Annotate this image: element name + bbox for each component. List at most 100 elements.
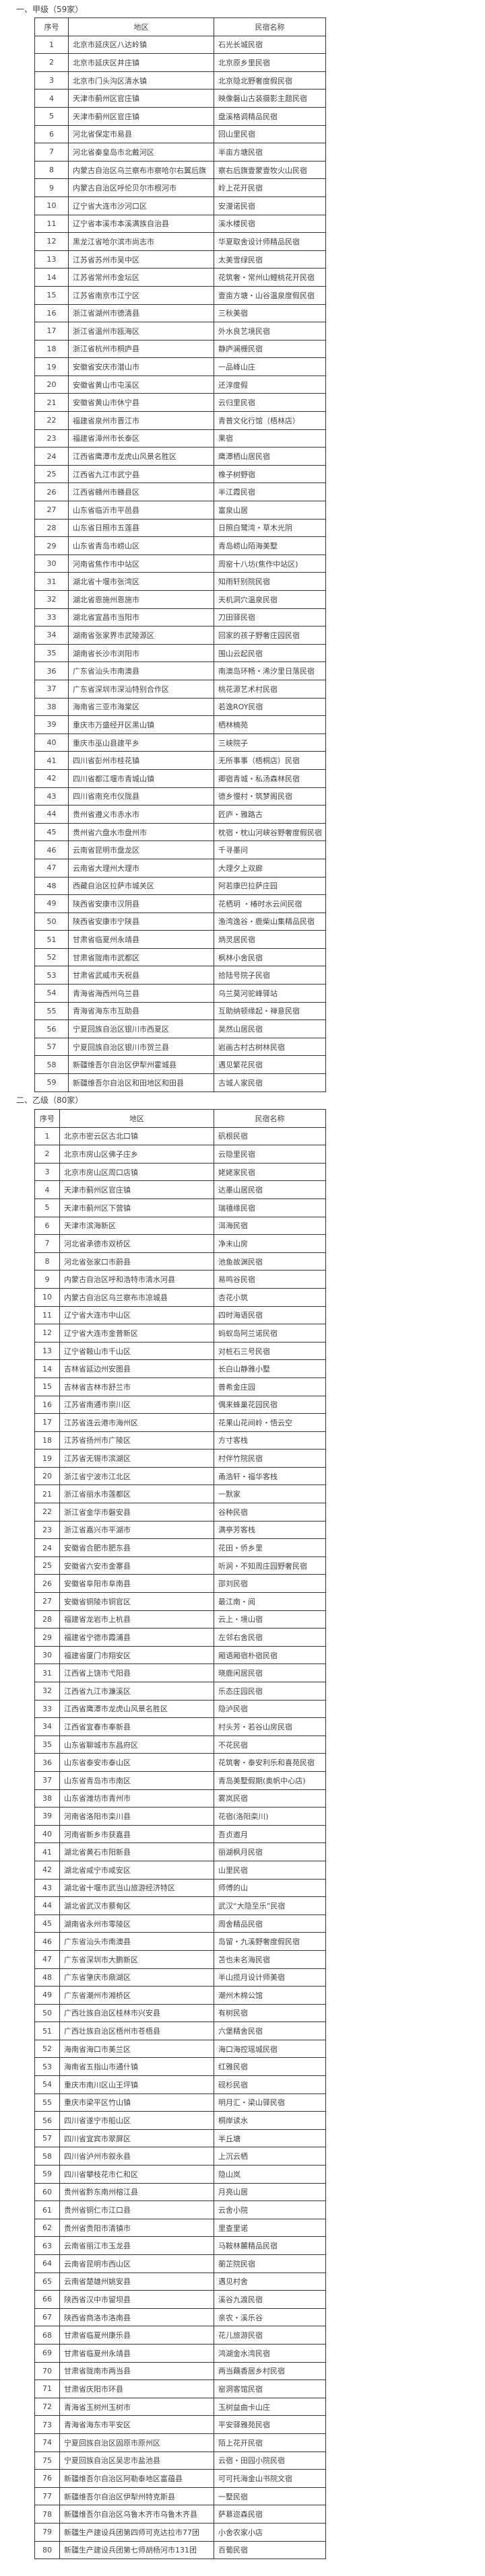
- region-cell: 湖北省十堰市张湾区: [68, 572, 214, 591]
- region-cell: 山东省青岛市崂山区: [68, 536, 214, 555]
- table-row: 60 贵州省黔东南州榕江县 月亮山居: [34, 2182, 326, 2202]
- table-row: 56 四川省遂宁市船山区 桐岸读水: [34, 2111, 326, 2130]
- row-number: 36: [34, 661, 69, 680]
- region-cell: 四川省攀枝花市仁和区: [59, 2165, 214, 2184]
- region-cell: 新疆维吾尔自治区伊犁州特克斯县: [59, 2486, 214, 2506]
- region-cell: 福建省龙岩市上杭县: [59, 1610, 214, 1629]
- region-cell: 云南省大理州大理市: [68, 858, 214, 878]
- homestay-name-cell: 矾根民宿: [214, 1126, 326, 1146]
- homestay-name-cell: 云上・境山宿: [214, 1610, 326, 1629]
- homestay-name-cell: 若逸ROY民宿: [214, 697, 326, 717]
- row-number: 10: [34, 1287, 60, 1307]
- homestay-name-cell: 岭上花开民宿: [214, 178, 326, 197]
- region-cell: 西藏自治区拉萨市城关区: [68, 876, 214, 896]
- row-number: 1: [34, 1126, 60, 1146]
- row-number: 64: [34, 2254, 60, 2273]
- table-row: 6 天津市滨海新区 洱海民宿: [34, 1216, 326, 1236]
- row-number: 4: [34, 1180, 60, 1199]
- homestay-name-cell: 最江南・阅: [214, 1592, 326, 1611]
- region-cell: 黑龙江省哈尔滨市尚志市: [68, 232, 214, 251]
- homestay-name-cell: 回家的孩子野奢庄园民宿: [214, 626, 326, 645]
- row-number: 35: [34, 643, 69, 663]
- homestay-name-cell: 左邻右舍民宿: [214, 1628, 326, 1647]
- region-cell: 江苏省扬州市广陵区: [59, 1431, 214, 1450]
- row-number: 52: [34, 947, 69, 967]
- table-row: 10 内蒙古自治区乌兰察布市凉城县 杏花小筑: [34, 1287, 326, 1307]
- region-cell: 河北省保定市易县: [68, 124, 214, 144]
- table-row: 80 新疆生产建设兵团第七师胡杨河市131团 百葡民宿: [34, 2540, 326, 2560]
- homestay-name-cell: 隐山岚: [214, 2165, 326, 2184]
- region-cell: 吉林省延边州安图县: [59, 1359, 214, 1378]
- region-cell: 安徽省黄山市休宁县: [68, 393, 214, 413]
- region-cell: 甘肃省陇南市武都区: [68, 947, 214, 967]
- homestay-name-cell: 村头芳・若谷山房民宿: [214, 1717, 326, 1736]
- region-cell: 辽宁省鞍山市千山区: [59, 1341, 214, 1361]
- homestay-name-cell: 北京原乡里民宿: [214, 53, 326, 72]
- homestay-name-cell: 海口海控瑶城民宿: [214, 2039, 326, 2059]
- homestay-name-cell: 苫也未名海民宿: [214, 1949, 326, 1969]
- table-row: 14 江苏省常州市金坛区 花筑奢・常州山鲤桃花开民宿: [34, 268, 326, 287]
- row-number: 26: [34, 482, 69, 502]
- table-row: 9 内蒙古自治区呼伦贝尔市根河市 岭上花开民宿: [34, 178, 326, 197]
- homestay-name-cell: 小舍农家小店: [214, 2522, 326, 2542]
- row-number: 59: [34, 1073, 69, 1092]
- table-row: 34 湖南省张家界市武陵源区 回家的孩子野奢庄园民宿: [34, 626, 326, 645]
- row-number: 5: [34, 106, 69, 126]
- row-number: 28: [34, 1610, 60, 1629]
- table-row: 54 青海省海西州乌兰县 乌兰莫河驼峰驿站: [34, 984, 326, 1003]
- region-cell: 山东省泰安市泰山区: [59, 1753, 214, 1772]
- homestay-name-cell: 北京隐北野奢度假民宿: [214, 71, 326, 90]
- homestay-name-cell: 鸿湖金水湾民宿: [214, 2343, 326, 2363]
- row-number: 39: [34, 1807, 60, 1826]
- region-cell: 江西省宜春市奉新县: [59, 1717, 214, 1736]
- region-cell: 江西省赣州市赣县区: [68, 482, 214, 502]
- region-cell: 陕西省汉中市留坝县: [59, 2290, 214, 2309]
- table-row: 55 青海省海东市互助县 互助纳顿缘起・禅意民宿: [34, 1001, 326, 1021]
- row-number: 34: [34, 626, 69, 645]
- table-row: 61 贵州省铜仁市江口县 云舍小院: [34, 2201, 326, 2219]
- table-row: 15 江苏省南京市江宁区 壹亩方塘・山谷温泉度假民宿: [34, 285, 326, 305]
- homestay-name-cell: 潮州木棉公馆: [214, 1986, 326, 2005]
- region-cell: 甘肃省临夏州永靖县: [59, 2343, 214, 2363]
- row-number: 11: [34, 1305, 60, 1325]
- region-cell: 贵州省贵阳市清镇市: [59, 2218, 214, 2238]
- homestay-name-cell: 知雨轩别院民宿: [214, 572, 326, 591]
- homestay-name-cell: 师傅的山: [214, 1878, 326, 1898]
- region-cell: 广东省潮州市湘桥区: [59, 1986, 214, 2005]
- homestay-name-cell: 雾岚民宿: [214, 1789, 326, 1808]
- table-row: 23 浙江省嘉兴市平湖市 满亭芳客栈: [34, 1520, 326, 1540]
- table-row: 63 云南省丽江市玉龙县 马鞍林麓精品民宿: [34, 2236, 326, 2255]
- homestay-name-cell: 普希金庄园: [214, 1377, 326, 1396]
- region-cell: 四川省泸州市叙永县: [59, 2147, 214, 2166]
- table-row: 55 重庆市梁平区竹山镇 明月汇・梁山驿民宿: [34, 2093, 326, 2112]
- table-row: 7 河北省秦皇岛市北戴河区 半亩方塘民宿: [34, 143, 326, 162]
- region-cell: 广东省肇庆市鼎湖区: [59, 1968, 214, 1987]
- region-cell: 安徽省合肥市肥东县: [59, 1538, 214, 1557]
- homestay-name-cell: 邵刘民宿: [214, 1574, 326, 1594]
- row-number: 51: [34, 930, 69, 949]
- homestay-name-cell: 四时海语民宿: [214, 1305, 326, 1325]
- row-number: 34: [34, 1717, 60, 1736]
- row-number: 71: [34, 2380, 60, 2398]
- region-cell: 贵州省黔东南州榕江县: [59, 2182, 214, 2202]
- homestay-name-cell: 拾陆号院子民宿: [214, 966, 326, 985]
- region-cell: 内蒙古自治区乌兰察布市察哈尔右翼后旗: [68, 160, 214, 180]
- row-number: 50: [34, 2003, 60, 2023]
- row-number: 15: [34, 1377, 60, 1396]
- table-row: 49 广东省潮州市湘桥区 潮州木棉公馆: [34, 1986, 326, 2005]
- row-number: 54: [34, 984, 69, 1003]
- row-number: 41: [34, 1842, 60, 1861]
- region-cell: 新疆生产建设兵团第四师可克达拉市77团: [59, 2522, 214, 2542]
- region-cell: 山东省青岛市市南区: [59, 1770, 214, 1790]
- row-number: 6: [34, 124, 69, 144]
- region-cell: 山东省潍坊市青州市: [59, 1789, 214, 1808]
- row-number: 73: [34, 2415, 60, 2434]
- row-number: 30: [34, 554, 69, 573]
- homestay-name-cell: 安漫诺民宿: [214, 196, 326, 215]
- row-number: 14: [34, 268, 69, 287]
- row-number: 31: [34, 572, 69, 591]
- homestay-name-cell: 青岛美墅假期(奥帆中心店): [214, 1770, 326, 1790]
- homestay-name-cell: 德乡慢村・筑梦阁民宿: [214, 787, 326, 806]
- table-row: 77 新疆维吾尔自治区伊犁州特克斯县 一墅民宿: [34, 2486, 326, 2506]
- region-cell: 湖北省咸宁市咸安区: [59, 1860, 214, 1880]
